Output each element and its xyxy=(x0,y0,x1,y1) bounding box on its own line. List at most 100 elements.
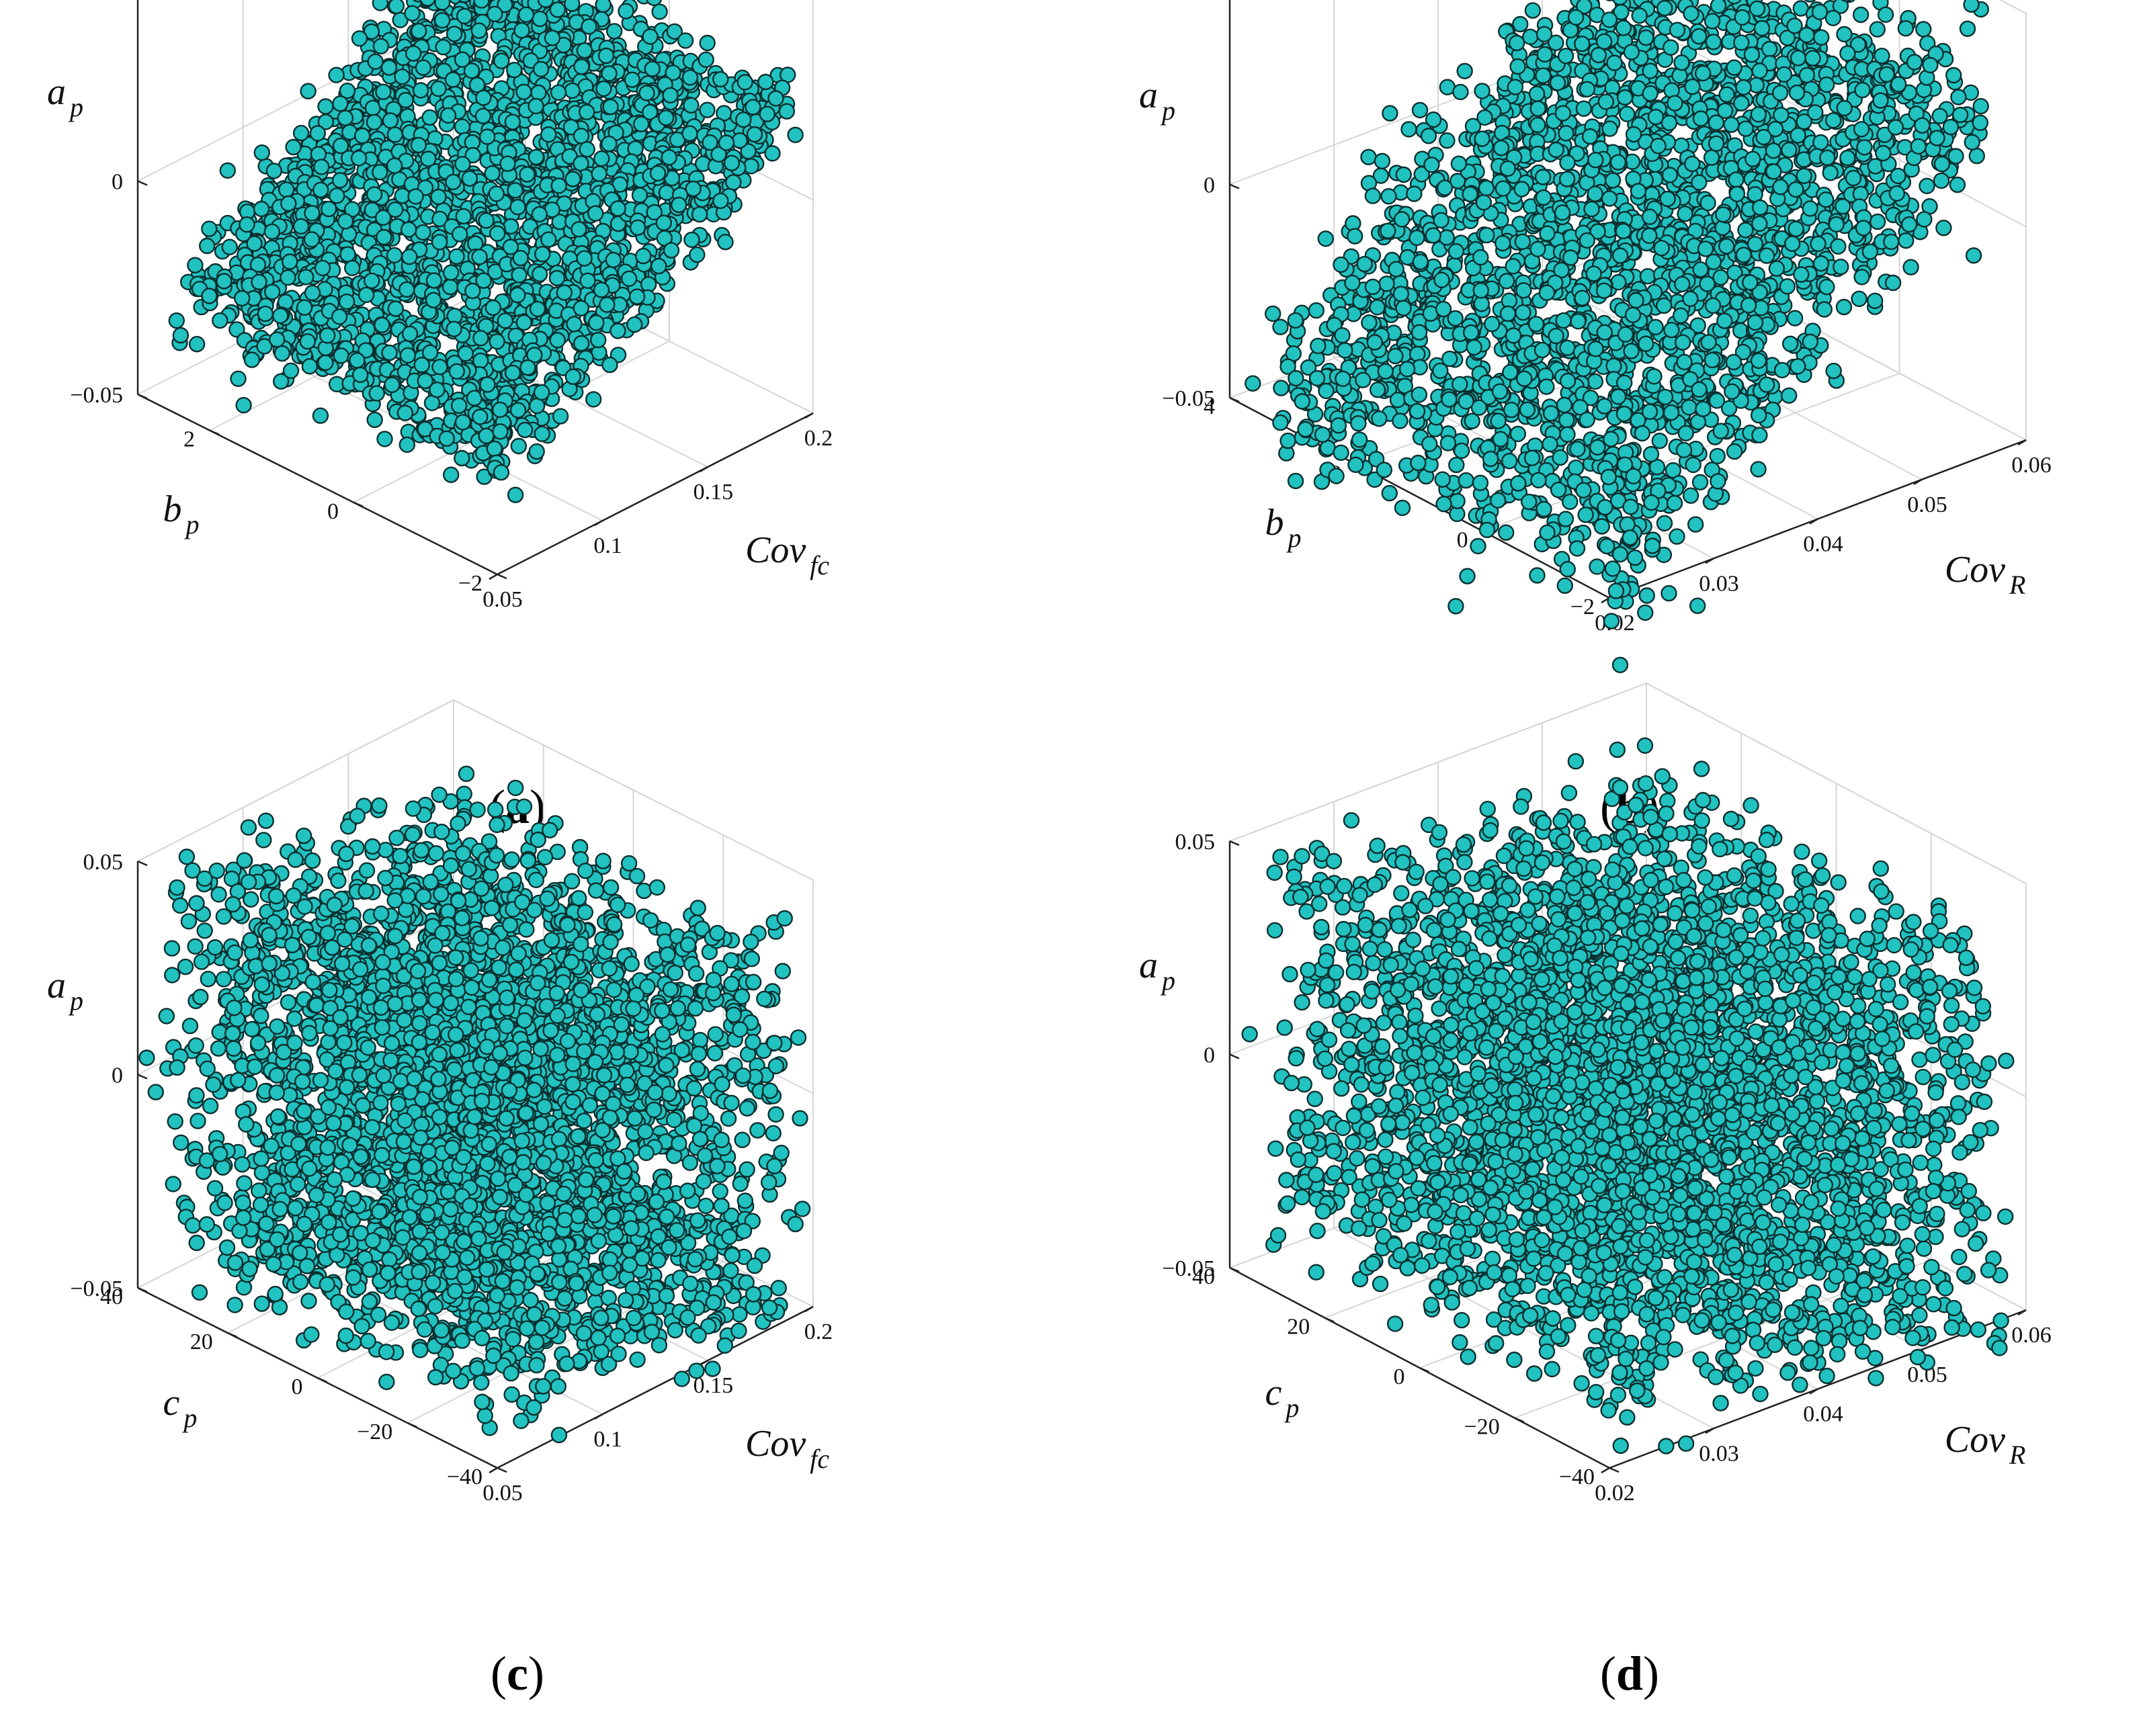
data-point xyxy=(677,32,694,49)
data-point xyxy=(1872,92,1889,109)
data-point xyxy=(450,397,468,414)
x-tick-mark xyxy=(489,573,498,580)
data-point xyxy=(556,284,573,301)
data-point xyxy=(299,333,316,350)
data-point xyxy=(591,165,607,182)
data-point xyxy=(1478,226,1495,244)
data-point xyxy=(1761,40,1778,58)
data-point xyxy=(1866,292,1884,309)
data-point xyxy=(1388,261,1404,277)
data-point xyxy=(1452,83,1469,101)
data-point xyxy=(1410,454,1427,472)
data-point xyxy=(212,312,228,329)
data-point xyxy=(430,188,447,206)
data-point xyxy=(599,296,616,313)
data-point xyxy=(448,363,465,380)
data-point xyxy=(319,327,336,344)
data-point xyxy=(1411,386,1428,403)
data-point xyxy=(1751,199,1769,216)
data-point xyxy=(642,28,659,45)
data-point xyxy=(689,246,706,263)
data-point xyxy=(1288,370,1304,387)
data-point xyxy=(1802,200,1818,217)
data-point xyxy=(489,225,506,242)
data-point xyxy=(1972,114,1989,131)
data-point xyxy=(1818,76,1835,93)
data-point xyxy=(1616,89,1634,106)
data-point xyxy=(550,177,567,194)
data-point xyxy=(1554,105,1572,122)
y-tick-label: 2 xyxy=(183,427,195,452)
data-point xyxy=(415,224,431,241)
data-point xyxy=(438,430,455,447)
data-point xyxy=(304,284,321,302)
y-axis-label-main: b xyxy=(163,488,182,530)
data-point xyxy=(534,246,551,263)
data-point xyxy=(620,270,638,287)
data-point xyxy=(638,85,655,101)
z-tick-mark xyxy=(137,393,148,400)
data-point xyxy=(618,3,634,19)
data-point xyxy=(1474,83,1490,99)
data-point xyxy=(456,7,473,25)
y-tick-label: −2 xyxy=(458,571,482,596)
data-point xyxy=(759,105,775,122)
data-point xyxy=(1287,312,1304,329)
y-axis-label-subscript: p xyxy=(1286,523,1302,553)
data-point xyxy=(431,234,448,251)
data-point xyxy=(375,83,392,100)
data-point xyxy=(396,404,414,421)
data-point xyxy=(331,172,349,189)
data-point xyxy=(1380,188,1397,205)
data-point xyxy=(1441,391,1458,408)
data-point xyxy=(602,98,619,116)
data-point xyxy=(387,201,404,218)
x-tick-mark xyxy=(804,412,814,419)
data-point xyxy=(723,155,741,171)
z-tick-label: −0.05 xyxy=(70,383,123,408)
data-point xyxy=(407,188,424,205)
data-point xyxy=(1902,259,1919,275)
data-point xyxy=(1371,410,1388,427)
data-point xyxy=(380,59,398,76)
data-point xyxy=(1595,33,1613,50)
data-point xyxy=(1833,259,1849,275)
data-point xyxy=(1453,442,1470,460)
data-point xyxy=(1528,85,1546,102)
data-point xyxy=(352,366,369,384)
data-point xyxy=(517,6,535,23)
x-axis-label-subscript: R xyxy=(2009,570,2025,600)
data-point xyxy=(1406,185,1423,202)
data-point xyxy=(1919,177,1935,194)
data-point xyxy=(530,84,547,101)
data-point xyxy=(1674,275,1691,293)
data-point xyxy=(1783,235,1801,252)
data-point xyxy=(499,155,516,172)
data-point xyxy=(1929,130,1945,146)
data-point xyxy=(388,0,405,14)
data-point xyxy=(1647,318,1664,336)
data-point xyxy=(698,51,714,69)
data-point xyxy=(1308,370,1326,387)
data-point xyxy=(1527,316,1545,333)
data-point xyxy=(386,157,403,174)
data-point xyxy=(1853,121,1870,138)
data-point xyxy=(1559,154,1576,171)
data-point xyxy=(274,345,290,362)
data-point xyxy=(609,200,626,217)
data-point xyxy=(1364,187,1382,204)
data-point xyxy=(681,69,699,86)
data-point xyxy=(344,259,361,277)
data-point xyxy=(1663,39,1679,56)
data-point xyxy=(1328,468,1345,484)
y-tick-mark xyxy=(497,573,507,580)
data-point xyxy=(1549,75,1566,91)
data-point xyxy=(718,134,735,151)
data-point xyxy=(735,111,752,128)
data-point xyxy=(431,359,448,376)
data-point xyxy=(337,213,354,230)
data-point xyxy=(717,234,734,251)
data-point xyxy=(1968,147,1986,165)
data-point xyxy=(1780,387,1798,404)
